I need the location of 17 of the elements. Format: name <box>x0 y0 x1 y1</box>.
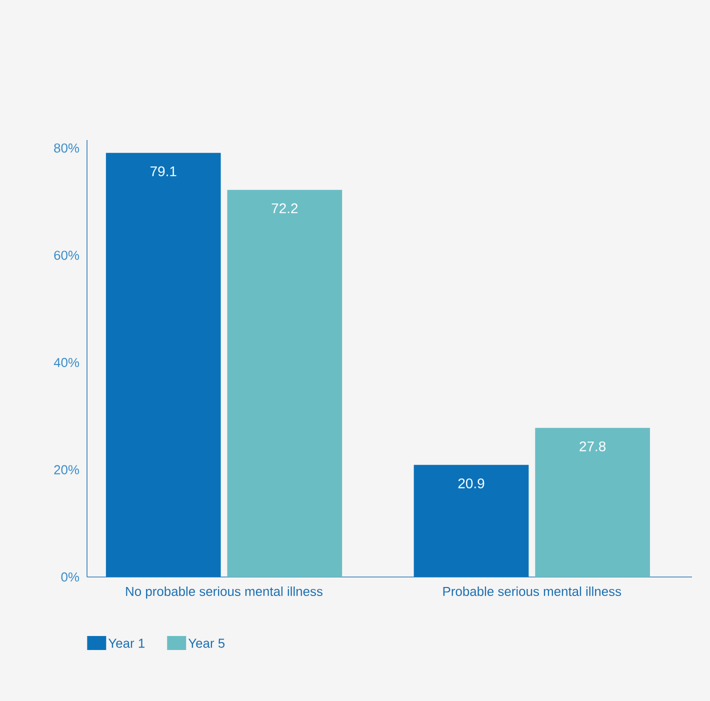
y-tick-label: 20% <box>54 465 80 474</box>
data-label: 72.2 <box>272 203 298 214</box>
data-label: 20.9 <box>458 478 484 488</box>
data-label: 79.1 <box>150 166 176 176</box>
x-tick-label: No probable serious mental illness <box>126 586 322 599</box>
data-label: 27.8 <box>580 441 606 452</box>
bar <box>106 152 221 577</box>
bar <box>227 190 342 577</box>
bar <box>535 428 650 577</box>
x-tick-label: Probable serious mental illness <box>443 586 622 596</box>
legend-label: Year 1 <box>108 638 144 648</box>
y-tick-label: 80% <box>54 143 80 153</box>
y-tick-label: 0% <box>61 572 80 582</box>
y-tick-label: 40% <box>54 358 80 368</box>
legend-label: Year 5 <box>188 638 225 648</box>
bar <box>414 464 529 577</box>
y-tick-label: 60% <box>54 250 80 260</box>
